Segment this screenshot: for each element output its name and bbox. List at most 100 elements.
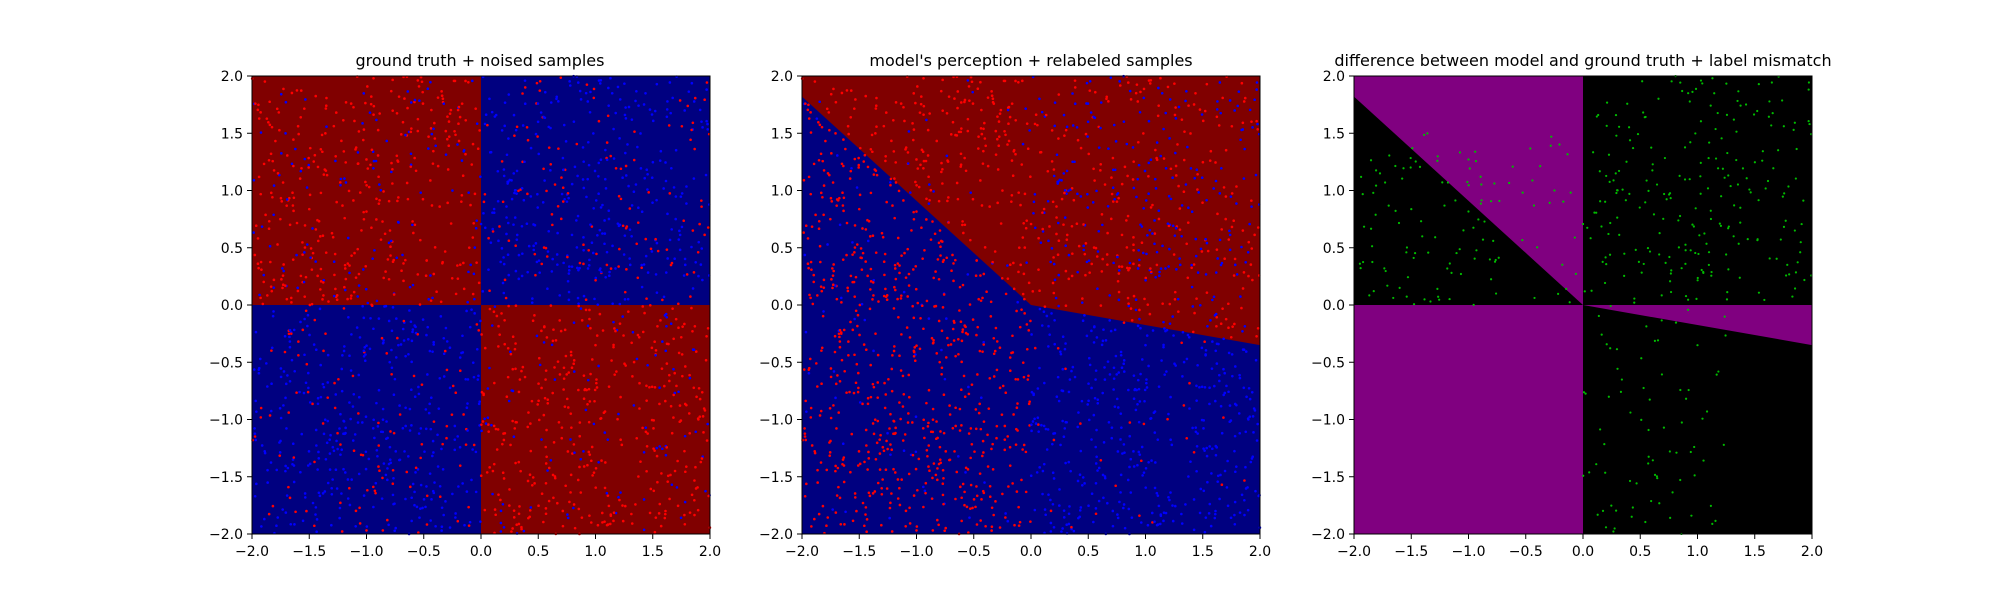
sample-point [1222,337,1225,341]
sample-point [533,482,536,485]
mismatch-point [1668,255,1671,259]
sample-point [506,375,510,379]
mismatch-point [1402,167,1405,170]
sample-point [1203,109,1207,113]
sample-point [939,461,943,465]
sample-point [1139,90,1142,94]
sample-point [650,385,654,389]
sample-point [332,449,336,453]
sample-point [338,506,342,510]
sample-point [1156,438,1160,441]
sample-point [817,120,820,124]
sample-point [1079,506,1083,509]
sample-point [316,239,320,243]
mismatch-point [1531,179,1534,182]
sample-point [887,378,890,381]
sample-point [430,204,434,207]
sample-point [1142,422,1146,426]
sample-point [900,294,903,297]
sample-point [1224,195,1228,198]
sample-point [470,163,474,166]
sample-point [672,367,675,371]
sample-point [678,404,682,407]
sample-point [1081,319,1085,323]
sample-point [624,364,627,367]
sample-point [341,204,344,207]
sample-point [662,187,665,190]
sample-point [894,288,897,292]
sample-point [517,277,521,281]
mismatch-point [1616,367,1619,370]
sample-point [421,506,424,510]
sample-point [655,241,659,245]
sample-point [404,406,407,410]
sample-point [880,486,883,490]
sample-point [904,146,908,149]
sample-point [421,90,424,94]
sample-point [1088,89,1092,92]
sample-point [648,511,652,515]
sample-point [891,354,894,357]
sample-point [335,487,339,490]
sample-point [1092,413,1096,417]
sample-point [547,499,551,503]
sample-point [1037,236,1040,240]
sample-point [312,343,316,346]
mismatch-point [1727,268,1730,271]
mismatch-point [1718,222,1721,225]
sample-point [450,413,454,416]
mismatch-point [1668,450,1671,453]
sample-point [1147,364,1150,368]
sample-point [882,260,886,264]
sample-point [351,374,355,378]
sample-point [873,490,877,493]
sample-point [370,304,374,307]
sample-point [813,80,817,83]
sample-point [910,229,913,232]
sample-point [956,106,959,110]
sample-point [1222,393,1225,397]
sample-point [286,374,289,377]
sample-point [372,418,375,422]
mismatch-point [1608,253,1612,256]
mismatch-point [1650,499,1653,503]
sample-point [493,305,497,308]
sample-point [809,406,813,410]
sample-point [470,308,473,311]
sample-point [693,325,697,328]
sample-point [357,373,361,377]
sample-point [871,150,874,154]
sample-point [1029,520,1032,523]
sample-point [407,455,410,458]
mismatch-point [1725,82,1728,85]
sample-point [622,253,626,256]
sample-point [889,183,892,187]
sample-point [419,191,422,194]
x-tick-label: −1.0 [900,544,934,560]
sample-point [588,258,591,262]
sample-point [267,158,271,162]
sample-point [382,338,385,342]
mismatch-point [1732,235,1735,238]
sample-point [1116,279,1120,283]
sample-point [473,246,477,249]
sample-point [343,285,346,289]
sample-point [491,230,495,233]
sample-point [487,236,490,240]
sample-point [268,244,272,248]
sample-point [703,98,706,102]
sample-point [866,165,870,169]
sample-point [829,92,833,96]
sample-point [1137,163,1141,167]
sample-point [510,197,514,201]
sample-point [328,468,332,471]
mismatch-point [1615,134,1618,137]
sample-point [1007,139,1011,143]
sample-point [387,523,390,527]
sample-point [477,374,480,378]
sample-point [567,406,570,409]
sample-point [1230,124,1234,128]
sample-point [872,278,876,282]
sample-point [363,346,367,349]
sample-point [1093,90,1097,94]
